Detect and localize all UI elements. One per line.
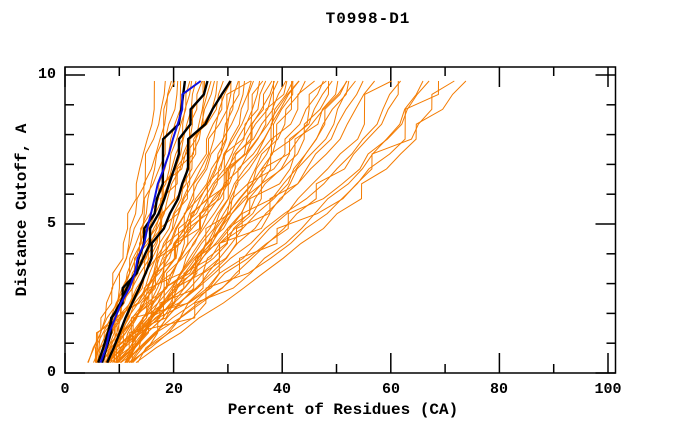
x-tick-label: 0 (60, 381, 70, 398)
model-curve (87, 80, 155, 363)
model-curve (110, 80, 252, 363)
model-curve (130, 80, 356, 363)
model-curve (119, 80, 350, 363)
model-curve (132, 80, 439, 363)
model-curve (105, 80, 401, 363)
model-curve (124, 80, 392, 363)
model-curve (120, 80, 455, 364)
model-curve (100, 80, 209, 363)
y-tick-label: 0 (46, 364, 56, 381)
x-tick-label: 80 (489, 381, 508, 398)
model-curve (128, 80, 333, 363)
x-tick-label: 100 (594, 381, 622, 398)
x-tick-label: 60 (381, 381, 400, 398)
y-tick-label: 10 (37, 66, 56, 83)
model-curve (127, 80, 324, 363)
model-curve (119, 80, 375, 363)
model-curve (99, 80, 202, 363)
model-curve (99, 80, 232, 363)
model-curve (117, 80, 430, 363)
model-curve (106, 80, 232, 364)
model-curve (87, 80, 166, 363)
model-curve (108, 80, 240, 363)
model-curve (135, 80, 467, 364)
model-curve (128, 80, 399, 364)
y-tick-label: 5 (46, 215, 56, 232)
model-curve (95, 80, 300, 363)
model-curve (129, 80, 348, 363)
plot-border (64, 66, 617, 374)
model-curve (137, 80, 364, 363)
model-curve (116, 80, 267, 363)
x-tick-label: 20 (164, 381, 183, 398)
x-tick-label: 40 (272, 381, 291, 398)
model-curve (101, 80, 348, 363)
chart-title: T0998-D1 (325, 10, 411, 28)
x-axis-label: Percent of Residues (CA) (227, 401, 459, 419)
